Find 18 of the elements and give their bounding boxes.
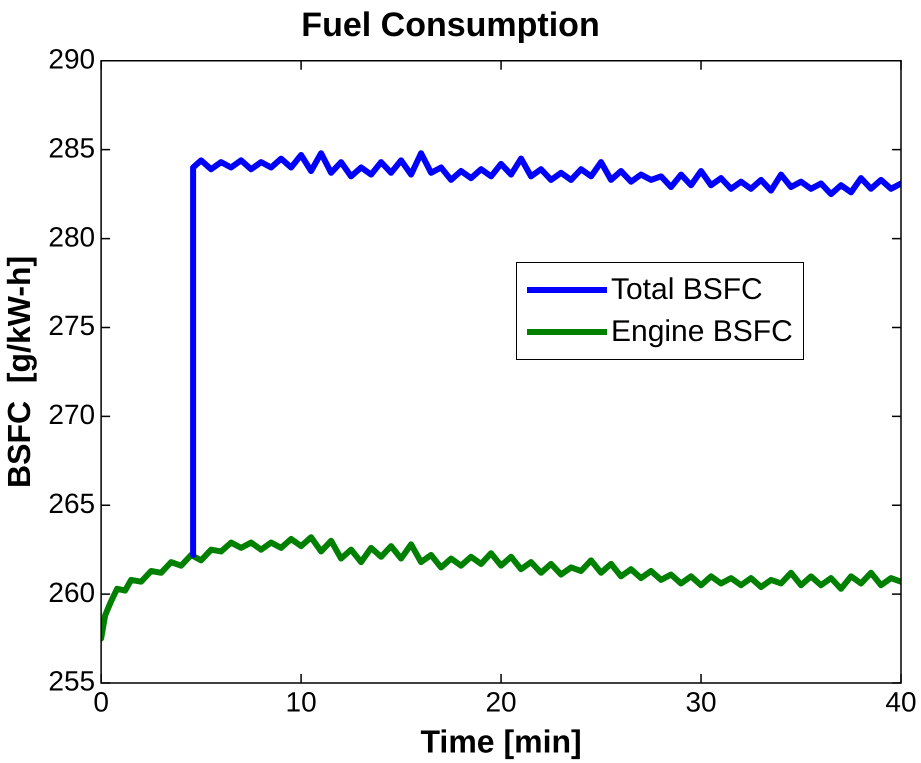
legend-label: Total BSFC (611, 272, 763, 307)
y-tick-label: 270 (48, 399, 96, 430)
x-tick-label: 0 (93, 686, 109, 718)
x-tick-label: 30 (685, 686, 717, 718)
x-tick-label: 10 (286, 686, 317, 718)
chart-title: Fuel Consumption (301, 6, 600, 44)
y-tick-label: 260 (48, 576, 96, 608)
x-tick-label: 40 (885, 686, 917, 718)
y-tick-label: 265 (48, 488, 96, 519)
y-tick-label: 280 (48, 221, 96, 252)
y-tick-label: 290 (48, 44, 96, 75)
x-axis-title: Time [min] (420, 724, 582, 760)
legend-label: Engine BSFC (611, 314, 793, 349)
y-tick-label: 285 (48, 132, 96, 164)
y-axis-title: BSFC [g/kW-h] (1, 256, 38, 488)
y-tick-label: 275 (48, 310, 96, 342)
x-tick-label: 20 (485, 686, 517, 718)
y-tick-label: 255 (48, 666, 96, 697)
